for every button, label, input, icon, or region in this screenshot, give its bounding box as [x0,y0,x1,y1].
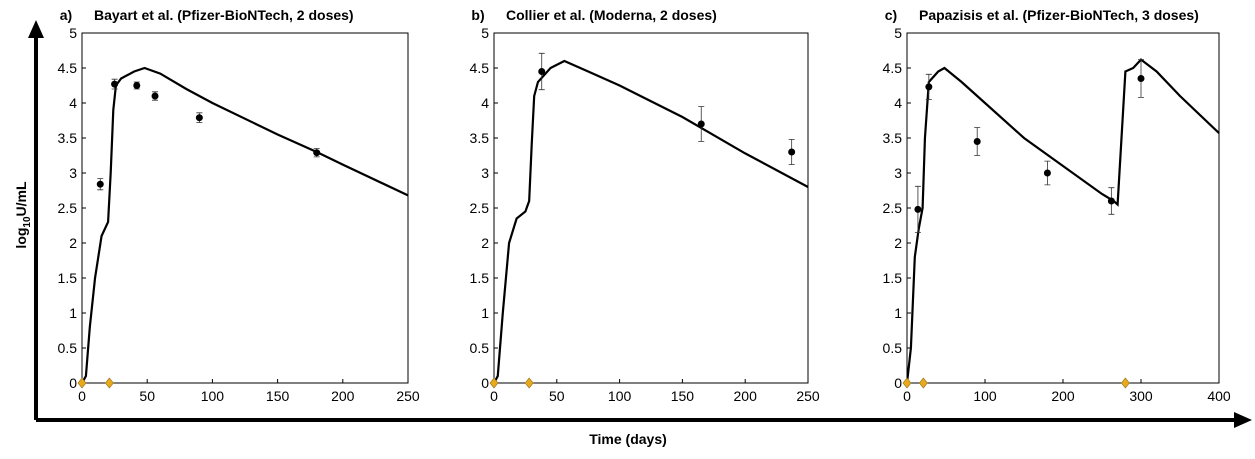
data-point [914,205,922,213]
data-point [151,92,159,100]
y-label-sub: 10 [22,216,33,228]
dose-marker [918,377,928,389]
data-point [1043,169,1051,177]
x-tick-label: 50 [549,388,565,404]
data-point [1137,75,1145,82]
plot-area [493,32,809,384]
dose-marker [104,377,114,389]
x-arrowhead [1234,412,1252,428]
y-tick-label: 4.5 [883,60,903,76]
y-tick-label: 4.5 [58,60,78,76]
x-tick-label: 250 [396,388,420,404]
y-tick-label: 2 [894,235,902,251]
y-arrowhead [28,20,44,38]
dose-marker [77,377,87,389]
panel-title: Collier et al. (Moderna, 2 doses) [506,7,717,23]
x-tick-label: 250 [796,388,820,404]
x-tick-label: 300 [1129,388,1153,404]
dose-marker [524,377,534,389]
x-tick-label: 200 [331,388,355,404]
data-point [1107,197,1115,205]
y-tick-label: 5 [481,25,489,41]
y-tick-label: 3 [894,165,902,181]
data-point [925,83,933,91]
model-curve [905,58,1220,384]
y-tick-label: 4 [481,95,489,111]
dose-marker [489,377,499,389]
y-label-part: U/mL [13,181,29,216]
y-tick-label: 5 [894,25,902,41]
data-point [195,114,203,122]
x-tick-label: 100 [608,388,632,404]
y-tick-label: 0 [69,375,77,391]
y-label-part: log [13,228,29,249]
x-tick-label: 200 [734,388,758,404]
data-point [697,120,705,128]
panel-title: Papazisis et al. (Pfizer-BioNTech, 3 dos… [919,7,1199,23]
data-point [788,148,796,156]
y-tick-label: 1 [481,305,489,321]
y-tick-label: 1 [69,305,77,321]
x-tick-label: 200 [1051,388,1075,404]
y-tick-label: 3 [481,165,489,181]
y-tick-label: 4 [69,95,77,111]
x-tick-label: 400 [1207,388,1231,404]
y-tick-label: 2.5 [58,200,78,216]
y-tick-label: 3.5 [470,130,490,146]
panel-label: b) [471,7,484,23]
x-tick-label: 0 [903,388,911,404]
data-point [96,180,104,188]
panel-title: Bayart et al. (Pfizer-BioNTech, 2 doses) [94,7,354,23]
y-tick-label: 3 [69,165,77,181]
y-tick-label: 0.5 [470,340,490,356]
y-tick-label: 1.5 [58,270,78,286]
y-tick-label: 4.5 [470,60,490,76]
y-axis-label: log10U/mL [13,181,33,249]
y-tick-label: 1.5 [470,270,490,286]
y-tick-label: 2.5 [470,200,490,216]
data-point [133,82,141,89]
y-tick-label: 2.5 [883,200,903,216]
y-tick-label: 3.5 [58,130,78,146]
plot-area [906,32,1220,384]
y-tick-label: 0.5 [58,340,78,356]
y-tick-label: 2 [69,235,77,251]
model-curve [81,66,409,384]
x-tick-label: 0 [78,388,86,404]
dose-marker [902,377,912,389]
data-point [111,80,119,88]
data-point [973,138,981,145]
y-tick-label: 0 [894,375,902,391]
y-tick-label: 1 [894,305,902,321]
x-tick-label: 0 [490,388,498,404]
y-tick-label: 0 [481,375,489,391]
y-tick-label: 1.5 [883,270,903,286]
x-tick-label: 100 [973,388,997,404]
y-tick-label: 4 [894,95,902,111]
y-tick-label: 2 [481,235,489,251]
panel-label: c) [885,7,897,23]
plot-area [81,32,409,384]
y-tick-label: 5 [69,25,77,41]
x-tick-label: 150 [266,388,290,404]
y-tick-label: 3.5 [883,130,903,146]
model-curve [493,59,809,384]
x-tick-label: 50 [139,388,155,404]
x-tick-label: 150 [671,388,695,404]
panel-label: a) [60,7,72,23]
dose-marker [1121,377,1130,389]
x-tick-label: 100 [201,388,225,404]
x-axis-label: Time (days) [589,431,667,447]
data-point [538,68,546,75]
y-tick-label: 0.5 [883,340,903,356]
data-point [313,149,321,157]
